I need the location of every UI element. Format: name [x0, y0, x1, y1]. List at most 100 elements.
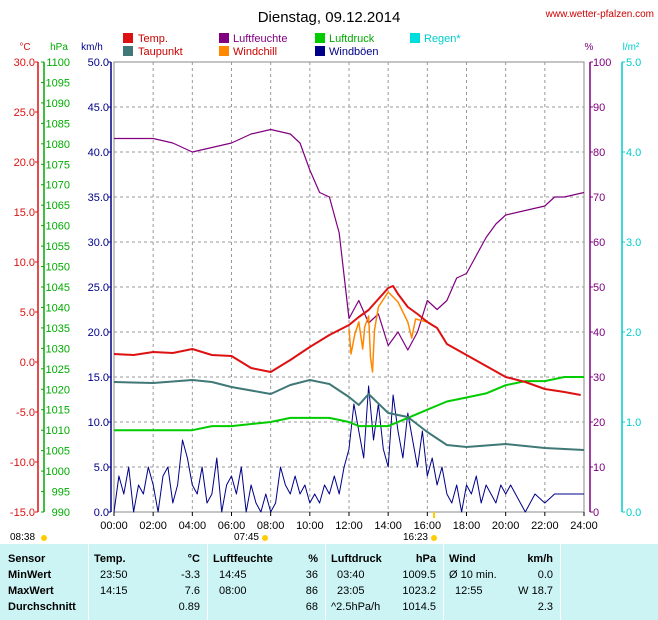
temp-tick-label: 15.0 — [14, 207, 35, 219]
x-axis-ticks: 00:00 02:00 04:00 06:00 08:00 10:00 12:00 14:00… — [100, 512, 598, 532]
pressure-tick-label: 1030 — [46, 343, 70, 355]
stats-header-temp: Temp. — [94, 553, 126, 565]
stats-header-pressure-unit: hPa — [415, 553, 436, 565]
gust-series-line — [113, 385, 584, 513]
rain-tick-label: 0.0 — [626, 507, 641, 519]
legend-label-pressure: Luftdruck — [329, 33, 375, 45]
pressure-tick-label: 1050 — [46, 262, 70, 274]
temp-tick-label: 5.0 — [20, 307, 35, 319]
pressure-tick-label: 1005 — [46, 446, 70, 458]
pressure-tick-label: 1075 — [46, 159, 70, 171]
speed-tick-label: 20.0 — [88, 327, 109, 339]
statistics-panel: Sensor Temp. °C Luftfeuchte % Luftdruck … — [0, 544, 658, 620]
stats-row-avg-label: Durchschnitt — [8, 601, 76, 613]
humidity-tick-label: 30 — [593, 372, 605, 384]
x-tick-label: 16:00 — [414, 520, 442, 532]
stats-max-pressure-value: 1023.2 — [402, 585, 436, 597]
speed-tick-label: 45.0 — [88, 102, 109, 114]
legend-label-humidity: Luftfeuchte — [233, 33, 287, 45]
windchill-series-line — [348, 291, 428, 373]
speed-tick-label: 25.0 — [88, 282, 109, 294]
stats-header-wind: Wind — [449, 553, 476, 565]
legend-swatch-temp — [123, 33, 133, 43]
stats-header-temp-unit: °C — [187, 553, 200, 565]
stats-avg-pressure-value: 1014.5 — [402, 601, 436, 613]
rain-tick-label: 5.0 — [626, 57, 641, 69]
legend-swatch-rain — [410, 33, 420, 43]
stats-row-min-label: MinWert — [8, 569, 52, 581]
legend-swatch-windchill — [219, 46, 229, 56]
humidity-tick-label: 60 — [593, 237, 605, 249]
source-url: www.wetter-pfalzen.com — [545, 9, 654, 20]
pressure-tick-label: 1070 — [46, 180, 70, 192]
pressure-tick-label: 1090 — [46, 98, 70, 110]
dawn-time: 08:38 — [10, 532, 35, 543]
stats-min-humidity-time: 14:45 — [219, 569, 247, 581]
sunrise-marker-icon — [262, 535, 268, 541]
legend-label-rain: Regen* — [424, 33, 461, 45]
stats-max-temp-time: 14:15 — [100, 585, 128, 597]
stats-separator — [88, 544, 89, 620]
stats-header-humidity: Luftfeuchte — [213, 553, 273, 565]
legend-label-dewpoint: Taupunkt — [138, 46, 183, 58]
temp-axis-title: °C — [19, 42, 30, 53]
axes: 30.0 25.0 20.0 15.0 10.0 5.0 0.0 -5.0 -10.0 -15.0… — [10, 57, 641, 519]
speed-axis-title: km/h — [81, 42, 103, 53]
humidity-axis-title: % — [585, 42, 594, 53]
x-tick-label: 00:00 — [100, 520, 128, 532]
speed-tick-label: 5.0 — [94, 462, 109, 474]
legend-label-temp: Temp. — [138, 33, 168, 45]
sunset-time: 16:23 — [403, 532, 428, 543]
temp-tick-label: -15.0 — [10, 507, 35, 519]
pressure-tick-label: 1010 — [46, 425, 70, 437]
stats-max-wind-desc: 12:55 — [455, 585, 483, 597]
sun-markers: 07:45 16:23 08:38 — [10, 512, 437, 543]
x-tick-label: 14:00 — [374, 520, 402, 532]
humidity-tick-label: 90 — [593, 102, 605, 114]
sunset-marker-icon — [431, 535, 437, 541]
stats-avg-temp-value: 0.89 — [178, 601, 200, 613]
stats-min-humidity-value: 36 — [305, 569, 318, 581]
series-lines — [113, 128, 585, 513]
legend-swatch-humidity — [219, 33, 229, 43]
pressure-tick-label: 1045 — [46, 282, 70, 294]
humidity-tick-label: 20 — [593, 417, 605, 429]
stats-max-wind-value: W 18.7 — [518, 585, 553, 597]
pressure-tick-label: 1000 — [46, 466, 70, 478]
legend-label-windchill: Windchill — [233, 46, 277, 58]
stats-avg-wind-value: 2.3 — [537, 601, 553, 613]
sunset-tick — [433, 512, 435, 518]
speed-tick-label: 30.0 — [88, 237, 109, 249]
pressure-tick-label: 1025 — [46, 364, 70, 376]
humidity-tick-label: 0 — [593, 507, 599, 519]
pressure-series-line — [114, 376, 584, 432]
x-tick-label: 04:00 — [179, 520, 207, 532]
x-tick-label: 20:00 — [492, 520, 520, 532]
temp-series-line — [113, 285, 581, 396]
rain-tick-label: 2.0 — [626, 327, 641, 339]
humidity-tick-label: 70 — [593, 192, 605, 204]
pressure-tick-label: 990 — [52, 507, 70, 519]
stats-header-pressure: Luftdruck — [331, 553, 382, 565]
dawn-marker-icon — [41, 535, 47, 541]
weather-chart: Dienstag, 09.12.2014 www.wetter-pfalzen.… — [10, 9, 654, 543]
x-tick-label: 06:00 — [218, 520, 246, 532]
speed-tick-label: 15.0 — [88, 372, 109, 384]
rain-tick-label: 3.0 — [626, 237, 641, 249]
x-tick-label: 10:00 — [296, 520, 324, 532]
rain-tick-label: 1.0 — [626, 417, 641, 429]
legend-swatch-gust — [315, 46, 325, 56]
pressure-tick-label: 1095 — [46, 77, 70, 89]
stats-separator — [207, 544, 208, 620]
temp-tick-label: 20.0 — [14, 157, 35, 169]
stats-min-wind-value: 0.0 — [537, 569, 553, 581]
temp-tick-label: 30.0 — [14, 57, 35, 69]
stats-header-humidity-unit: % — [308, 553, 318, 565]
pressure-tick-label: 1100 — [46, 57, 70, 69]
pressure-axis-title: hPa — [50, 42, 68, 53]
speed-tick-label: 40.0 — [88, 147, 109, 159]
pressure-tick-label: 1015 — [46, 405, 70, 417]
speed-tick-label: 10.0 — [88, 417, 109, 429]
stats-max-humidity-value: 86 — [305, 585, 318, 597]
speed-tick-label: 35.0 — [88, 192, 109, 204]
